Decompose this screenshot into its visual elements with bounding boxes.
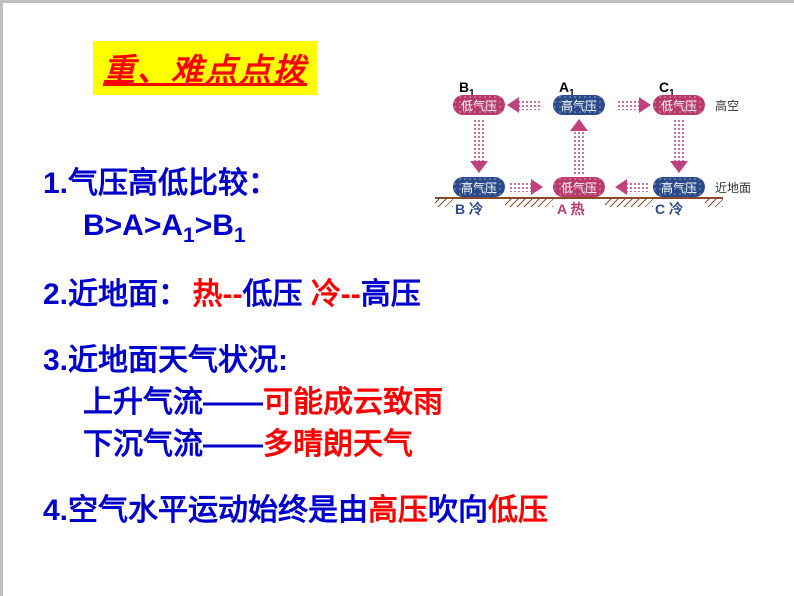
arrow-head-A-up [570,119,588,131]
p4-t3: 吹向 [428,494,488,527]
node-A1: 高气压 [553,95,605,115]
arrow-A1-B1 [517,100,541,110]
p3-l2b: 多晴朗天气 [263,428,413,461]
p3-l1a: 上升气流—— [83,386,263,419]
arrow-A1-C1 [617,100,641,110]
point-1: 1.气压高低比较： B>A>A1>B1 [43,163,763,250]
point-3: 3.近地面天气状况: 上升气流——可能成云致雨 下沉气流——多晴朗天气 [43,340,763,466]
p2-label: 近地面： [68,278,188,311]
p1-text: 气压高低比较： [68,167,278,200]
node-C1: 低气压 [653,95,705,115]
arrow-head-A1-C1 [639,97,651,113]
title-box: 重、难点点拨 [93,41,317,95]
num-4: 4. [43,494,68,527]
arrow-head-A1-B1 [507,97,519,113]
p1-formula: B>A>A1>B1 [83,209,246,242]
node-B1: 低气压 [453,95,505,115]
p3-l2a: 下沉气流—— [83,428,263,461]
num-1: 1. [43,167,68,200]
point-2: 2.近地面： 热--低压 冷--高压 [43,274,763,316]
num-3: 3. [43,344,68,377]
p2-cold: 冷-- [311,278,361,311]
p4-t1: 空气水平运动始终是由 [68,494,368,527]
content-area: 1.气压高低比较： B>A>A1>B1 2.近地面： 热--低压 冷--高压 3… [43,163,763,556]
p4-t2: 高压 [368,494,428,527]
p2-high: 高压 [361,278,421,311]
num-2: 2. [43,278,68,311]
p3-l1b: 可能成云致雨 [263,386,443,419]
p2-hot: 热-- [192,278,242,311]
arrow-C1-down [673,119,685,163]
p2-low: 低压 [242,278,310,311]
label-high-altitude: 高空 [715,97,739,114]
p4-t4: 低压 [488,494,548,527]
point-4: 4.空气水平运动始终是由高压吹向低压 [43,490,763,532]
slide-title: 重、难点点拨 [103,52,307,88]
p3-label: 近地面天气状况: [68,344,288,377]
arrow-B1-down [473,119,485,163]
